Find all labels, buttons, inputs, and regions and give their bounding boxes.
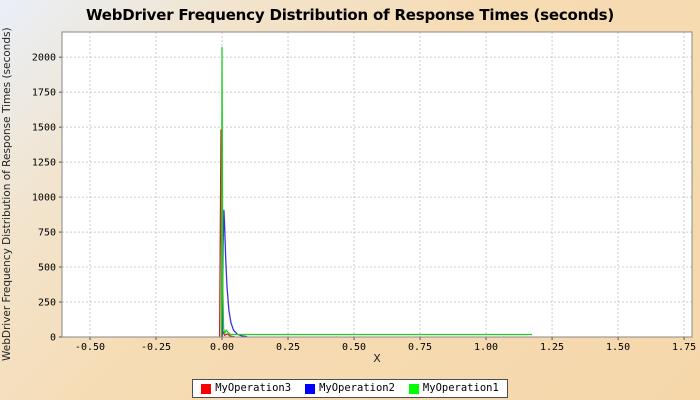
legend-label: MyOperation1 (422, 382, 499, 394)
legend-swatch-icon (408, 383, 419, 394)
legend-item-myoperation1: MyOperation1 (408, 382, 499, 394)
legend-container: MyOperation3 MyOperation2 MyOperation1 (0, 379, 700, 398)
y-tick-label: 0 (50, 333, 56, 344)
y-tick-label: 2000 (32, 53, 56, 64)
legend-item-myoperation3: MyOperation3 (201, 383, 291, 394)
x-tick-label: -0.50 (75, 342, 105, 353)
y-tick-label: 1750 (32, 88, 56, 99)
legend-swatch-icon (305, 383, 316, 394)
x-axis-label: X (373, 352, 381, 365)
x-tick-label: 0.25 (276, 342, 300, 353)
series-line-myoperation1 (220, 46, 532, 338)
y-tick-label: 1250 (32, 158, 56, 169)
y-tick-label: 750 (38, 228, 56, 239)
y-tick-label: 1500 (32, 123, 56, 134)
y-tick-label: 250 (38, 298, 56, 309)
x-tick-label: 0.50 (342, 342, 366, 353)
x-tick-label: 1.50 (606, 342, 630, 353)
x-tick-label: 0.00 (210, 342, 234, 353)
legend-label: MyOperation2 (319, 382, 395, 394)
legend-item-myoperation2: MyOperation2 (305, 383, 395, 394)
series-line-myoperation3 (218, 129, 235, 338)
legend-label: MyOperation3 (215, 382, 292, 394)
y-tick-label: 1000 (32, 193, 56, 204)
legend: MyOperation3 MyOperation2 MyOperation1 (192, 379, 508, 398)
x-tick-label: 1.25 (540, 342, 564, 353)
chart-title: WebDriver Frequency Distribution of Resp… (85, 6, 615, 24)
plot-border (61, 31, 693, 338)
y-tick-label: 500 (38, 263, 56, 274)
x-tick-label: -0.25 (141, 342, 171, 353)
x-tick-label: 1.75 (672, 342, 696, 353)
plot-background (62, 32, 692, 337)
x-tick-label: 1.00 (474, 342, 498, 353)
legend-swatch-icon (201, 383, 212, 394)
x-tick-label: 0.75 (408, 342, 432, 353)
